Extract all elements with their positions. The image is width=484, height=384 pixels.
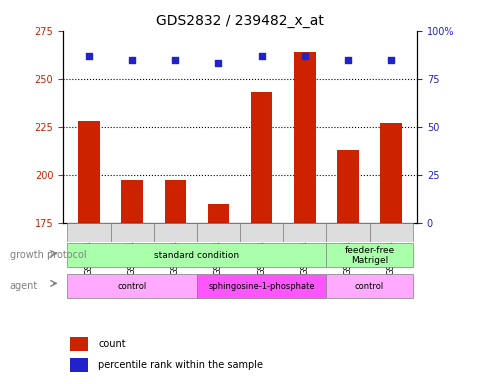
Text: control: control (354, 281, 383, 291)
Text: sphingosine-1-phosphate: sphingosine-1-phosphate (208, 281, 314, 291)
Text: feeder-free
Matrigel: feeder-free Matrigel (344, 246, 394, 265)
Text: percentile rank within the sample: percentile rank within the sample (98, 360, 263, 370)
Bar (250, 92, 272, 223)
Title: GDS2832 / 239482_x_at: GDS2832 / 239482_x_at (156, 14, 323, 28)
Text: agent: agent (10, 281, 38, 291)
Text: count: count (98, 339, 126, 349)
Text: control: control (117, 281, 147, 291)
FancyBboxPatch shape (110, 223, 153, 242)
Bar (164, 180, 186, 223)
Bar (78, 121, 100, 223)
FancyBboxPatch shape (197, 223, 240, 242)
Point (85, 53, 92, 59)
Bar (207, 204, 229, 223)
Bar (293, 52, 315, 223)
Bar (70, 358, 88, 372)
Point (171, 56, 179, 63)
FancyBboxPatch shape (153, 223, 197, 242)
Text: growth protocol: growth protocol (10, 250, 86, 260)
Text: standard condition: standard condition (154, 251, 239, 260)
Bar (379, 123, 401, 223)
FancyBboxPatch shape (197, 274, 326, 298)
Bar (121, 180, 143, 223)
FancyBboxPatch shape (240, 223, 283, 242)
FancyBboxPatch shape (326, 243, 412, 268)
Point (214, 60, 222, 66)
Point (344, 56, 351, 63)
Bar (70, 337, 88, 351)
Point (301, 53, 308, 59)
FancyBboxPatch shape (67, 223, 110, 242)
Point (387, 56, 394, 63)
FancyBboxPatch shape (283, 223, 326, 242)
FancyBboxPatch shape (67, 243, 326, 268)
Point (128, 56, 136, 63)
FancyBboxPatch shape (326, 223, 369, 242)
FancyBboxPatch shape (369, 223, 412, 242)
Bar (336, 150, 358, 223)
FancyBboxPatch shape (326, 274, 412, 298)
Point (257, 53, 265, 59)
FancyBboxPatch shape (67, 274, 197, 298)
